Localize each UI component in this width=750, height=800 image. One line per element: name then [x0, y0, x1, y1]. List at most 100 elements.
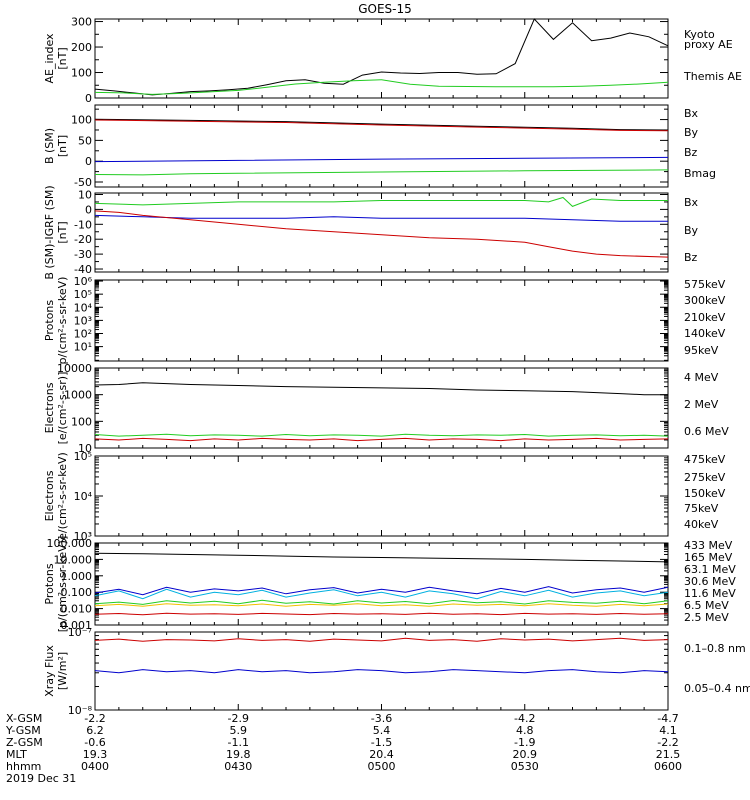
- y-axis-label: Xray Flux: [43, 645, 56, 697]
- y-tick-label: -10: [74, 218, 92, 231]
- legend-entry: Bx: [684, 196, 699, 209]
- y-tick-label: 10¹: [74, 341, 92, 354]
- legend-entry: By: [684, 126, 699, 139]
- ephemeris-row-label: X-GSM: [6, 712, 42, 725]
- y-axis-label: B (SM): [43, 128, 56, 164]
- y-tick-label: 10.000: [54, 553, 93, 566]
- series-line: [94, 552, 669, 563]
- ephemeris-row-label: hhmm: [6, 760, 41, 773]
- y-tick-label: -50: [74, 176, 92, 189]
- series-line: [94, 382, 668, 396]
- series-line: [94, 169, 669, 176]
- legend-entry: proxy AE: [684, 38, 733, 51]
- y-axis-unit: [e/(cm²-s-sr)]: [56, 372, 69, 445]
- ephemeris-value: 0400: [81, 760, 109, 773]
- ephemeris-value: 6.2: [86, 724, 104, 737]
- ephemeris-row-label: Z-GSM: [6, 736, 43, 749]
- y-tick-label: 10: [78, 442, 92, 455]
- series-line: [94, 156, 669, 163]
- y-tick-label: 50: [78, 134, 92, 147]
- series-line: [94, 603, 669, 607]
- y-tick-label: 10³: [74, 314, 92, 327]
- series-line: [94, 119, 669, 132]
- y-tick-label: 0.001: [61, 619, 93, 632]
- y-axis-unit: [W/m²]: [56, 652, 69, 690]
- ephemeris-value: -4.7: [657, 712, 678, 725]
- y-tick-label: 10²: [74, 327, 92, 340]
- y-tick-label: 0.010: [61, 603, 93, 616]
- panel-2: -50 0 50 100 B (SM) [nT] Bx By Bz Bmag: [43, 104, 716, 189]
- panel-frame: [94, 104, 669, 188]
- ephemeris-value: -1.1: [228, 736, 249, 749]
- legend-entry: Bz: [684, 251, 698, 264]
- legend-entry: 150keV: [684, 487, 726, 500]
- y-axis-label: Protons: [43, 563, 56, 604]
- legend-entry: Kyoto: [684, 28, 715, 41]
- panel-frame: [94, 455, 669, 537]
- ephemeris-value: 19.3: [83, 748, 108, 761]
- series-line: [94, 210, 669, 258]
- legend-entry: 63.1 MeV: [684, 563, 736, 576]
- ephemeris-value: -3.6: [371, 712, 392, 725]
- legend-entry: Themis AE: [683, 70, 742, 83]
- y-tick-label: 0: [85, 92, 92, 105]
- ephemeris-value: -0.6: [84, 736, 105, 749]
- legend-entry: 210keV: [684, 311, 726, 324]
- panel-8: 10⁻⁸ 10⁻⁷ Xray Flux [W/m²] 0.1–0.8 nm 0.05–0.…: [43, 626, 750, 717]
- legend-entry: 2.5 MeV: [684, 611, 729, 624]
- y-tick-label: 10⁻⁸: [68, 704, 93, 717]
- ephemeris-value: 19.8: [226, 748, 251, 761]
- ephemeris-row-label: Y-GSM: [5, 724, 41, 737]
- y-axis-label: Electrons: [43, 470, 56, 521]
- ephemeris-value: 5.9: [230, 724, 248, 737]
- ephemeris-value: -2.2: [84, 712, 105, 725]
- legend-entry: Bz: [684, 146, 698, 159]
- panel-frame: [94, 542, 669, 626]
- series-line: [94, 599, 669, 605]
- ephemeris-value: 0530: [511, 760, 539, 773]
- y-tick-label: 10: [78, 188, 92, 201]
- series-line: [94, 214, 668, 222]
- y-axis-unit: [nT]: [56, 47, 69, 69]
- series-line: [94, 637, 669, 642]
- y-tick-label: 1.000: [61, 570, 93, 583]
- y-tick-label: 0: [85, 203, 92, 216]
- y-tick-label: 0.100: [61, 586, 93, 599]
- y-tick-label: 0: [85, 155, 92, 168]
- y-axis-label: AE_index: [43, 33, 56, 84]
- date-label: 2019 Dec 31: [6, 772, 76, 785]
- legend-entry: 0.1–0.8 nm: [684, 642, 746, 655]
- y-tick-label: 10⁻⁷: [68, 626, 92, 639]
- panel-frame: [94, 192, 669, 273]
- ephemeris-value: 0430: [224, 760, 252, 773]
- y-tick-label: 300: [71, 16, 92, 29]
- series-line: [94, 612, 669, 616]
- legend-entry: 475keV: [684, 453, 726, 466]
- legend-entry: 275keV: [684, 471, 726, 484]
- y-axis-unit: e/(cm²-s-sr-keV): [56, 452, 69, 540]
- legend-entry: 4 MeV: [684, 371, 719, 384]
- series-line: [94, 586, 669, 596]
- ephemeris-value: 4.1: [659, 724, 677, 737]
- series-line: [94, 437, 669, 442]
- panel-frame: [94, 279, 669, 362]
- series-line: [94, 433, 669, 437]
- y-axis-unit: [nT]: [56, 221, 69, 243]
- series-line: [94, 196, 668, 207]
- legend-entry: 0.6 MeV: [684, 425, 729, 438]
- legend-entry: 165 MeV: [684, 551, 733, 564]
- y-tick-label: 1000: [64, 389, 92, 402]
- ephemeris-value: 20.4: [369, 748, 394, 761]
- y-axis-label: Electrons: [43, 382, 56, 433]
- y-tick-label: -20: [74, 233, 92, 246]
- legend-entry: Bmag: [684, 167, 716, 180]
- y-tick-label: 10⁴: [74, 490, 93, 503]
- ephemeris-value: 20.9: [513, 748, 538, 761]
- ephemeris-value: 21.5: [656, 748, 681, 761]
- series-line: [94, 18, 669, 96]
- y-axis-unit: p/(cm²-s-sr-keV): [56, 277, 69, 365]
- plot-title: GOES-15: [358, 2, 412, 16]
